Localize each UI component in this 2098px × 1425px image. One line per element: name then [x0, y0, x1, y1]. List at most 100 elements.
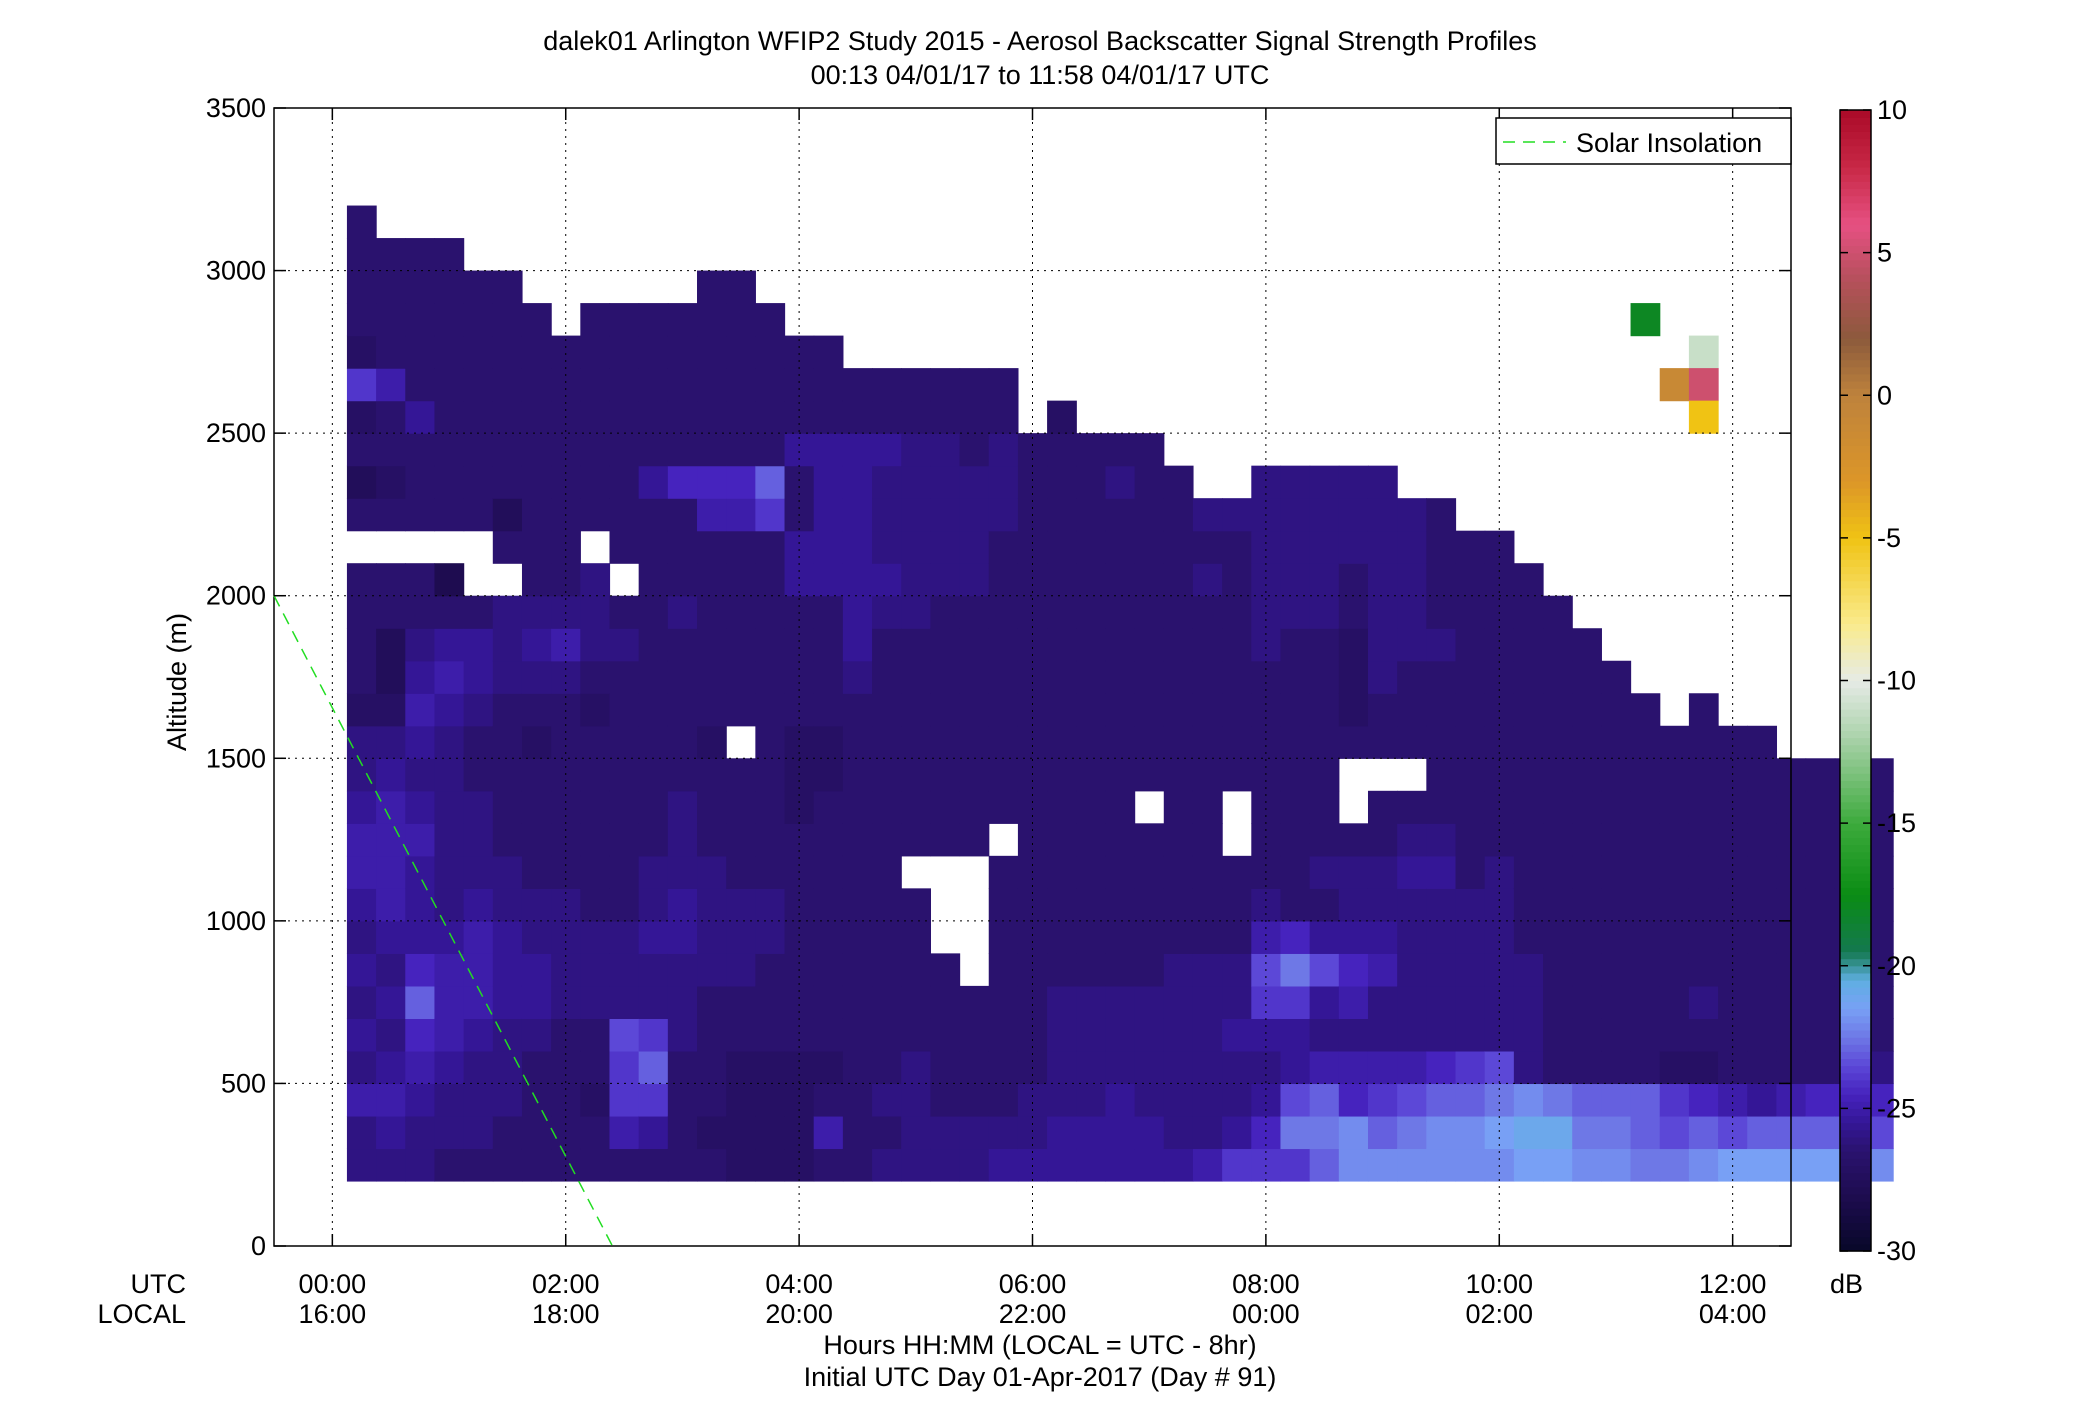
heatmap-cell — [492, 595, 523, 629]
heatmap-cell — [1105, 595, 1136, 629]
colorbar-segment — [1840, 1065, 1871, 1074]
heatmap-cell — [1659, 953, 1690, 987]
heatmap-cell — [1747, 1050, 1778, 1085]
heatmap-cell — [638, 1083, 669, 1117]
heatmap-cell — [1105, 660, 1136, 694]
heatmap-cell — [346, 205, 377, 239]
colorbar-tick-label: 0 — [1877, 380, 1892, 410]
heatmap-cell — [1192, 823, 1223, 857]
colorbar-segment — [1840, 552, 1871, 560]
heatmap-cell — [580, 368, 611, 402]
heatmap-cell — [1163, 888, 1194, 922]
heatmap-cell — [1688, 400, 1719, 434]
heatmap-cell — [1543, 985, 1573, 1019]
heatmap-cell — [988, 498, 1019, 532]
heatmap-cell — [1805, 888, 1836, 922]
heatmap-cell — [521, 660, 552, 694]
heatmap-cell — [697, 595, 727, 629]
heatmap-cell — [1630, 1050, 1661, 1085]
heatmap-cell — [638, 660, 669, 694]
heatmap-cell — [609, 498, 640, 532]
heatmap-cell — [1192, 1115, 1223, 1150]
x-tick-label-local: 18:00 — [532, 1299, 600, 1329]
heatmap-cell — [580, 823, 611, 857]
heatmap-cell — [1047, 1050, 1077, 1085]
heatmap-cell — [1047, 1083, 1077, 1117]
heatmap-cell — [521, 530, 552, 564]
heatmap-cell — [1572, 790, 1602, 824]
colorbar-segment — [1840, 445, 1871, 453]
heatmap-cell — [609, 465, 640, 499]
heatmap-cell — [930, 693, 961, 727]
heatmap-cell — [434, 465, 465, 499]
heatmap-cell — [492, 303, 523, 337]
heatmap-cell — [872, 465, 902, 499]
heatmap-cell — [1309, 1050, 1340, 1085]
colorbar-segment — [1840, 766, 1871, 774]
heatmap-cell — [1338, 1050, 1369, 1085]
heatmap-cell — [1367, 920, 1398, 954]
heatmap-cell — [463, 595, 494, 629]
colorbar-segment — [1840, 587, 1871, 596]
heatmap-cell — [1280, 1115, 1311, 1150]
chart-title: dalek01 Arlington WFIP2 Study 2015 - Aer… — [543, 26, 1537, 56]
colorbar-segment — [1840, 815, 1871, 824]
heatmap-cell — [434, 1050, 465, 1085]
heatmap-cell — [1076, 953, 1107, 987]
heatmap-cell — [1513, 758, 1544, 792]
legend-label: Solar Insolation — [1576, 128, 1762, 158]
y-tick-label: 0 — [251, 1231, 266, 1261]
heatmap-cell — [609, 1115, 640, 1150]
heatmap-cell — [755, 1018, 786, 1052]
heatmap-cell — [1338, 888, 1369, 922]
heatmap-cell — [901, 888, 931, 922]
heatmap-cell — [1630, 758, 1661, 792]
colorbar-segment — [1840, 459, 1871, 468]
heatmap-cell — [1134, 1050, 1165, 1085]
heatmap-cell — [1047, 530, 1077, 564]
heatmap-cell — [1338, 855, 1369, 889]
heatmap-cell — [872, 985, 902, 1019]
heatmap-cell — [521, 985, 552, 1019]
heatmap-cell — [463, 855, 494, 889]
heatmap-cell — [1192, 953, 1223, 987]
heatmap-cell — [930, 953, 961, 987]
heatmap-cell — [755, 1115, 786, 1150]
colorbar-segment — [1840, 944, 1871, 953]
heatmap-cell — [638, 1018, 669, 1052]
colorbar-segment — [1840, 352, 1871, 361]
heatmap-cell — [842, 1115, 873, 1150]
heatmap-cell — [463, 823, 494, 857]
heatmap-cell — [1397, 920, 1427, 954]
heatmap-cell — [463, 725, 494, 759]
heatmap-cell — [1134, 1018, 1165, 1052]
heatmap-cell — [405, 595, 436, 629]
colorbar-segment — [1840, 487, 1871, 496]
heatmap-cell — [1513, 920, 1544, 954]
heatmap-cell — [1047, 433, 1077, 467]
heatmap-cell — [434, 660, 465, 694]
heatmap-cell — [901, 823, 931, 857]
heatmap-cell — [988, 368, 1019, 402]
heatmap-cell — [726, 563, 756, 597]
colorbar-tick-label: 10 — [1877, 95, 1907, 125]
heatmap-cell — [959, 563, 990, 597]
heatmap-cell — [1630, 1018, 1661, 1052]
heatmap-cell — [1192, 498, 1223, 532]
colorbar-segment — [1840, 274, 1871, 282]
heatmap-cell — [842, 595, 873, 629]
heatmap-cell — [405, 1050, 436, 1085]
heatmap-cell — [580, 758, 611, 792]
heatmap-cell — [1192, 530, 1223, 564]
heatmap-cell — [492, 1148, 523, 1182]
heatmap-cell — [1513, 1018, 1544, 1052]
heatmap-cell — [1543, 855, 1573, 889]
heatmap-cell — [1601, 823, 1632, 857]
heatmap-cell — [1338, 1018, 1369, 1052]
colorbar-segment — [1840, 231, 1871, 239]
heatmap-cell — [1572, 953, 1602, 987]
heatmap-cell — [580, 563, 611, 597]
heatmap-cell — [638, 790, 669, 824]
heatmap-cell — [1659, 920, 1690, 954]
heatmap-cell — [638, 335, 669, 369]
